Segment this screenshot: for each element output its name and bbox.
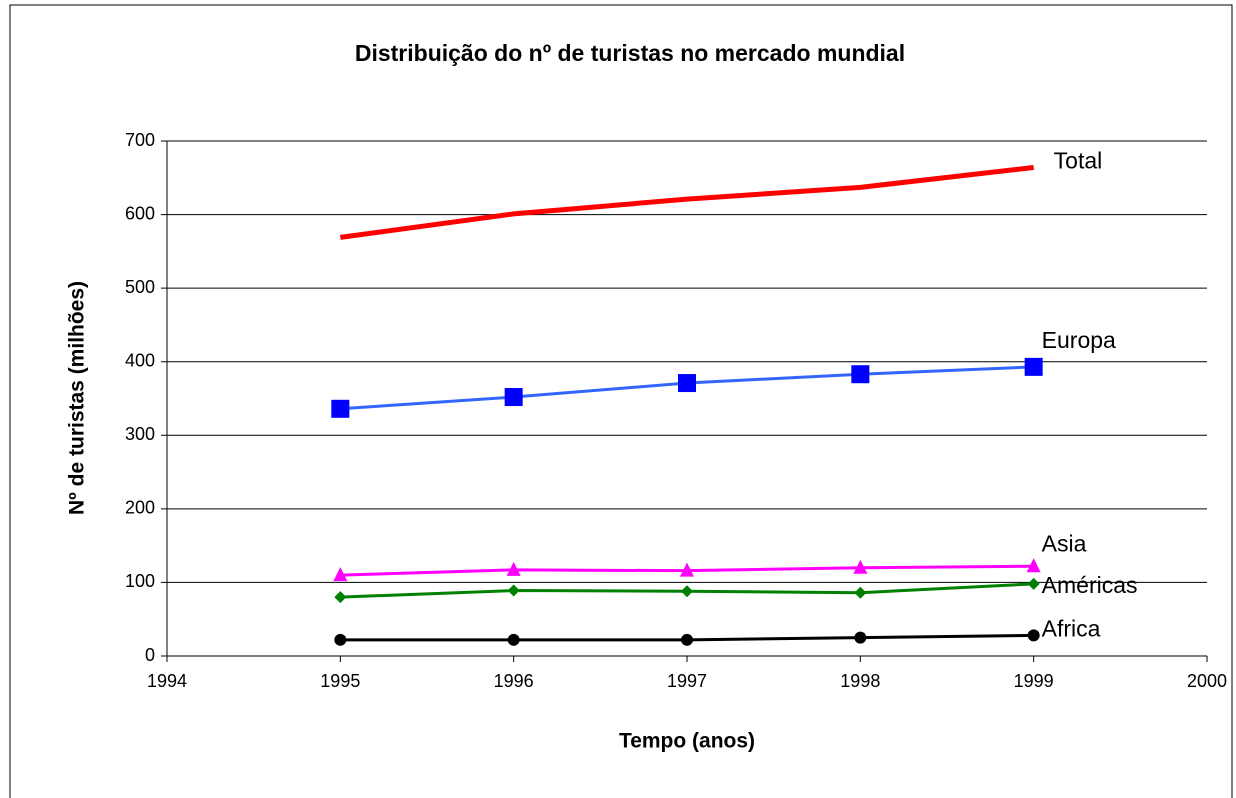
y-tick-label: 400 (125, 350, 155, 370)
y-tick-label: 300 (125, 424, 155, 444)
x-tick-label: 1996 (494, 671, 534, 691)
marker (507, 584, 520, 597)
x-tick-label: 1997 (667, 671, 707, 691)
x-tick-label: 2000 (1187, 671, 1227, 691)
y-axis-label: Nº de turistas (milhões) (66, 281, 89, 515)
marker (681, 585, 693, 598)
series-label: Europa (1042, 327, 1116, 353)
x-tick-label: 1999 (1014, 671, 1054, 691)
x-tick-label: 1995 (320, 671, 360, 691)
series-line (339, 165, 1034, 240)
marker (681, 633, 693, 646)
marker (333, 567, 348, 582)
marker (334, 591, 347, 604)
marker (1024, 357, 1043, 376)
y-tick-label: 500 (125, 277, 155, 297)
marker (853, 559, 868, 574)
marker (506, 561, 521, 576)
marker (507, 633, 520, 646)
marker (334, 633, 347, 646)
marker (1027, 629, 1040, 642)
marker (854, 586, 867, 599)
series-label: Américas (1042, 572, 1138, 598)
x-tick-label: 1998 (840, 671, 880, 691)
marker (331, 399, 350, 418)
marker (851, 365, 870, 384)
y-tick-label: 200 (125, 498, 155, 518)
x-axis-label: Tempo (anos) (619, 730, 755, 753)
series-label: Africa (1042, 615, 1101, 641)
series-label: Total (1054, 148, 1103, 174)
series-label: Asia (1042, 530, 1087, 556)
marker (680, 562, 694, 577)
chart-border (9, 4, 1233, 798)
y-tick-label: 600 (125, 203, 155, 223)
marker (504, 388, 523, 407)
marker (1026, 558, 1041, 573)
y-tick-label: 100 (125, 571, 155, 591)
marker (1027, 577, 1040, 590)
x-tick-label: 1994 (147, 671, 187, 691)
marker (678, 374, 696, 393)
y-tick-label: 0 (145, 645, 155, 665)
chart-title: Distribuição do nº de turistas no mercad… (355, 40, 905, 66)
y-tick-label: 700 (125, 130, 155, 150)
marker (854, 631, 867, 644)
